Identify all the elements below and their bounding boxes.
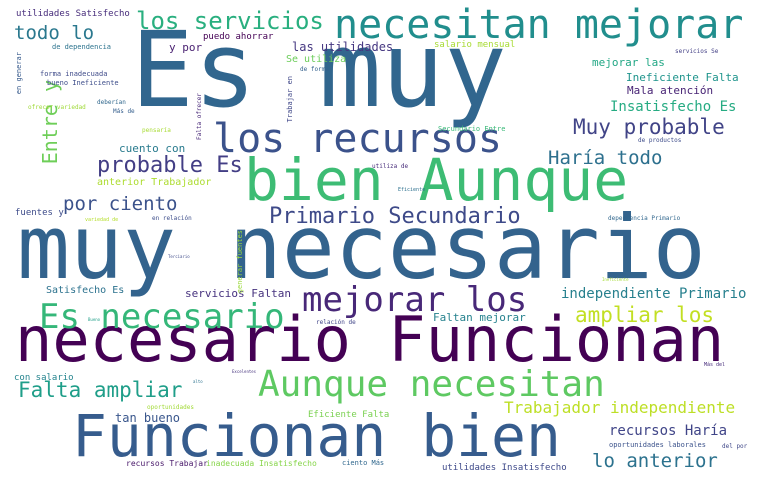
word-oportunidades: oportunidades <box>147 404 194 411</box>
word-alto: alto <box>193 379 203 384</box>
word-variedad-de: variedad de <box>85 217 119 223</box>
word-mejorar-las: mejorar las <box>592 56 665 69</box>
word-eficiente: Eficiente <box>398 187 426 193</box>
word-ineficiente-small: Ineficiente <box>602 277 629 282</box>
word-lo-anterior: lo anterior <box>592 450 718 472</box>
word-ineficiente-falta: Ineficiente Falta <box>626 71 739 84</box>
word-entre-y: Entre y <box>38 80 62 165</box>
word-probable-es: probable Es <box>97 153 243 178</box>
word-anterior-trabajador: anterior Trabajador <box>97 177 212 188</box>
word-de-dependencia: de dependencia <box>52 43 112 51</box>
word-servicios-faltan: servicios Faltan <box>185 287 291 300</box>
word-las-utilidades: las utilidades <box>292 40 394 54</box>
word-recursos-trabajar: recursos Trabajar <box>126 459 208 468</box>
word-mas-del: Más del <box>704 362 726 368</box>
word-todo-lo: todo lo <box>14 22 95 44</box>
word-funcionan-bien: Funcionan bien <box>72 402 561 470</box>
word-de-forma: de forma <box>300 66 329 73</box>
word-haria-todo: Haría todo <box>548 147 663 169</box>
word-trabajar-en: Trabajar en <box>286 76 294 123</box>
word-en-relacion: en relación <box>152 215 192 222</box>
word-es-muy: Es muy <box>131 9 507 131</box>
word-muy-necesario: muy necesario <box>17 196 706 299</box>
word-se-utiliza: Se utiliza <box>286 54 347 65</box>
word-utilidades-insatisfecho: utilidades Insatisfecho <box>442 463 567 473</box>
word-inadecuada-insatisfecho: inadecuada Insatisfecho <box>206 459 317 468</box>
word-excelentes: Excelentes <box>232 369 257 374</box>
word-recursos-haria: recursos Haría <box>609 423 728 439</box>
word-bueno: Bueno <box>88 317 101 322</box>
word-oportunidades-laborales: oportunidades laborales <box>609 441 706 449</box>
word-y-por: y por <box>169 41 203 54</box>
word-mas-de: Más de <box>113 108 135 115</box>
word-por-ciento: por ciento <box>63 193 178 215</box>
word-aunque-necesitan: Aunque necesitan <box>258 364 605 405</box>
word-muy-probable: Muy probable <box>573 115 725 139</box>
word-mala-atencion: Mala atención <box>627 84 714 97</box>
word-primario-secundario: Primario Secundario <box>269 204 521 229</box>
word-bien-aunque: bien Aunque <box>244 146 629 214</box>
word-los-recursos: los recursos <box>213 116 502 162</box>
word-secundario-entre: Secundario Entre <box>438 125 506 133</box>
word-pensaria: pensaría <box>142 127 171 134</box>
word-terciario: Terciario <box>168 254 190 259</box>
word-ampliar-los: ampliar los <box>575 303 715 327</box>
word-puedo-ahorrar: puedo ahorrar <box>203 32 274 42</box>
word-utilidades-satisfecho: utilidades Satisfecho <box>16 9 130 19</box>
word-salario-mensual: salario mensual <box>434 40 516 50</box>
word-cuento-con: cuento con <box>119 142 186 155</box>
word-utiliza-de: utiliza de <box>372 163 409 170</box>
word-es-necesario: Es necesario <box>39 297 285 337</box>
word-forma-inadecuada: forma inadecuada <box>40 70 108 78</box>
word-independiente-primario: independiente Primario <box>561 286 747 302</box>
word-trabajador-independiente: Trabajador independiente <box>504 398 736 417</box>
word-insatisfecho-es: Insatisfecho Es <box>610 99 737 115</box>
word-falta-ampliar: Falta ampliar <box>18 378 183 402</box>
word-fuentes-y: fuentes y <box>15 208 64 218</box>
word-servicios-se: servicios Se <box>675 48 719 55</box>
word-generar-fuentes: generar fuentes <box>236 230 244 294</box>
word-ofrecer-variedad: ofrecer variedad <box>28 104 86 111</box>
word-tan-bueno: tan bueno <box>115 411 181 425</box>
word-del-por: del por <box>722 443 748 450</box>
word-de-productos: de productos <box>638 137 682 144</box>
word-dependencia-primario: dependencia Primario <box>608 215 681 222</box>
word-necesitan-mejorar: necesitan mejorar <box>334 2 744 48</box>
word-faltan-mejorar: Faltan mejorar <box>433 311 526 324</box>
word-falta-ofrecer: Falta ofrecer <box>196 93 203 140</box>
word-ciento-mas: ciento Más <box>342 459 385 467</box>
word-deberian: deberían <box>97 99 126 106</box>
word-los-servicios: los servicios <box>136 7 324 35</box>
word-en-generar: en generar <box>15 52 23 95</box>
word-relacion-de: relación de <box>316 319 356 326</box>
word-eficiente-falta: Eficiente Falta <box>308 410 390 420</box>
word-necesario-funcionan: necesario Funcionan <box>15 303 725 376</box>
word-mejorar-los: mejorar los <box>302 280 528 320</box>
word-con-salario: con salario <box>14 373 74 383</box>
word-satisfecho-es: Satisfecho Es <box>46 285 125 296</box>
word-bueno-ineficiente: bueno Ineficiente <box>47 79 119 87</box>
